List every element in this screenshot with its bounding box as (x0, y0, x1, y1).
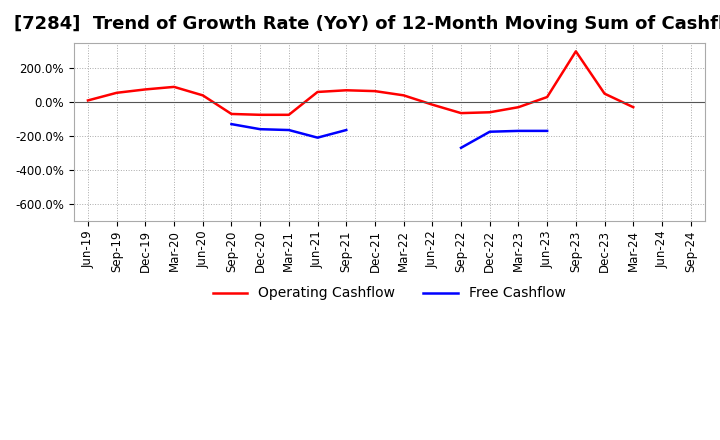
Free Cashflow (256, 127, 264, 132)
Operating Cashflow (514, 105, 523, 110)
Operating Cashflow (456, 110, 465, 116)
Operating Cashflow (400, 93, 408, 98)
Free Cashflow (313, 135, 322, 140)
Operating Cashflow (600, 91, 609, 96)
Operating Cashflow (227, 111, 235, 117)
Operating Cashflow (112, 90, 121, 95)
Free Cashflow (342, 128, 351, 133)
Operating Cashflow (371, 88, 379, 94)
Operating Cashflow (313, 89, 322, 95)
Operating Cashflow (629, 105, 638, 110)
Operating Cashflow (342, 88, 351, 93)
Operating Cashflow (428, 102, 436, 107)
Operating Cashflow (170, 84, 179, 89)
Operating Cashflow (141, 87, 150, 92)
Line: Free Cashflow: Free Cashflow (231, 124, 346, 138)
Legend: Operating Cashflow, Free Cashflow: Operating Cashflow, Free Cashflow (207, 281, 572, 306)
Operating Cashflow (84, 98, 92, 103)
Operating Cashflow (199, 93, 207, 98)
Free Cashflow (284, 128, 293, 133)
Operating Cashflow (256, 112, 264, 117)
Operating Cashflow (572, 49, 580, 54)
Operating Cashflow (485, 110, 494, 115)
Operating Cashflow (284, 112, 293, 117)
Line: Operating Cashflow: Operating Cashflow (88, 51, 634, 115)
Free Cashflow (227, 121, 235, 127)
Title: [7284]  Trend of Growth Rate (YoY) of 12-Month Moving Sum of Cashflows: [7284] Trend of Growth Rate (YoY) of 12-… (14, 15, 720, 33)
Operating Cashflow (543, 95, 552, 100)
